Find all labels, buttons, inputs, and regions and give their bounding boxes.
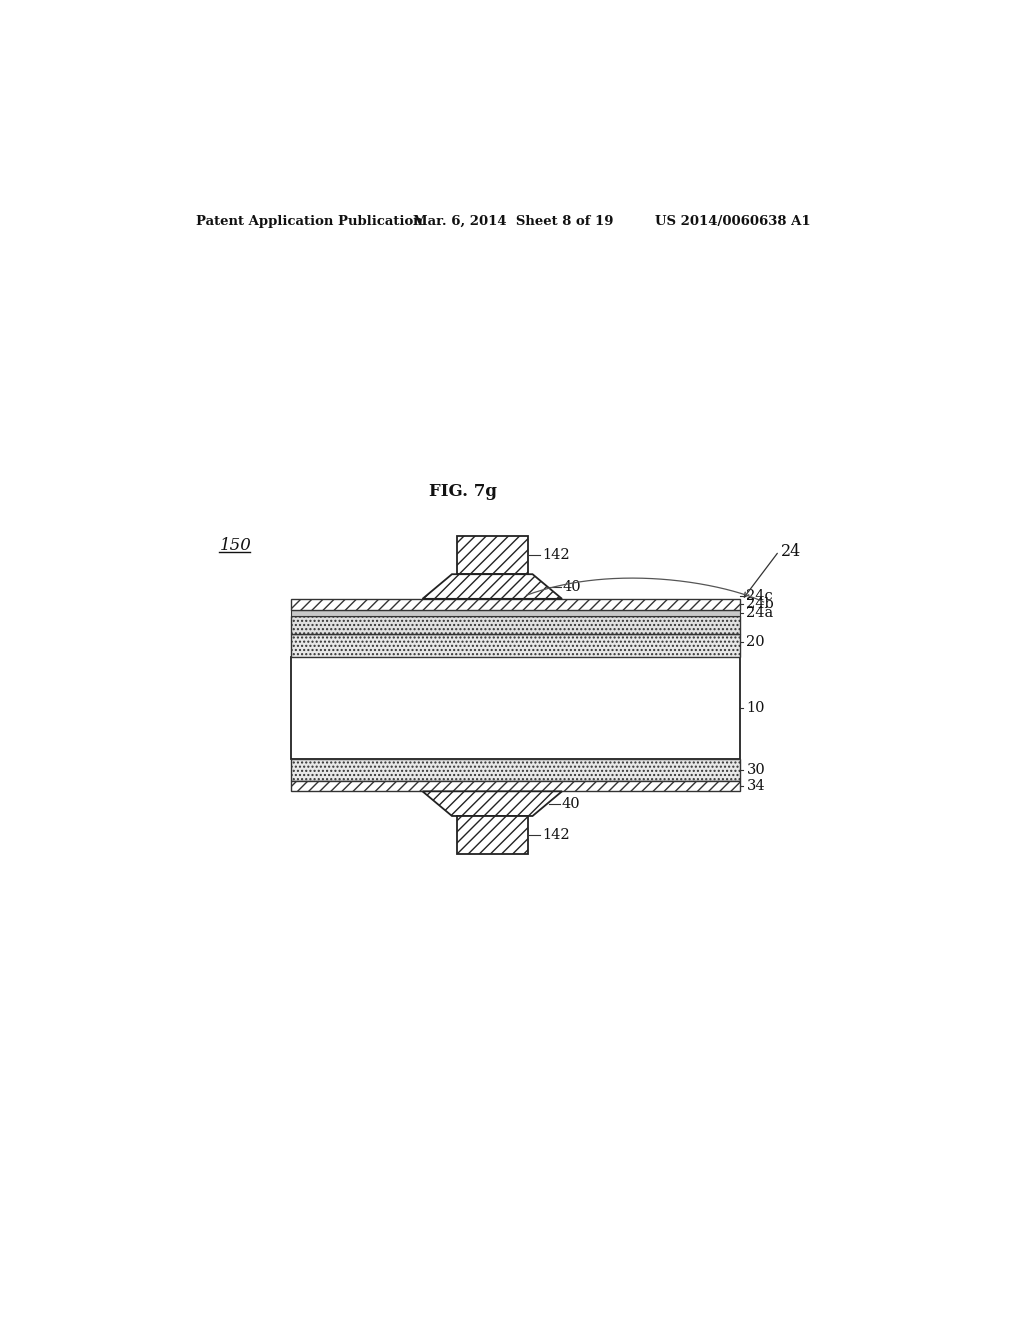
Text: 34: 34 <box>746 779 765 793</box>
Text: 24c: 24c <box>746 589 773 603</box>
Bar <box>291 759 740 780</box>
Text: 30: 30 <box>746 763 765 776</box>
Text: FIG. 7g: FIG. 7g <box>429 483 497 499</box>
Text: 150: 150 <box>219 537 251 554</box>
Bar <box>291 610 740 615</box>
Text: Patent Application Publication: Patent Application Publication <box>197 215 423 228</box>
Bar <box>291 635 740 657</box>
Text: 24: 24 <box>780 543 801 560</box>
Polygon shape <box>423 574 562 599</box>
Text: 24a: 24a <box>746 606 774 619</box>
Text: 40: 40 <box>563 579 582 594</box>
Text: 142: 142 <box>542 828 569 842</box>
Text: 24b: 24b <box>746 597 774 611</box>
Polygon shape <box>423 792 562 816</box>
Text: US 2014/0060638 A1: US 2014/0060638 A1 <box>655 215 811 228</box>
Text: 142: 142 <box>542 548 569 562</box>
Text: 20: 20 <box>746 635 765 649</box>
Text: 40: 40 <box>561 797 580 810</box>
Text: Mar. 6, 2014  Sheet 8 of 19: Mar. 6, 2014 Sheet 8 of 19 <box>414 215 613 228</box>
Bar <box>291 599 740 610</box>
Bar <box>291 615 740 635</box>
Bar <box>291 657 740 759</box>
Bar <box>291 780 740 792</box>
Text: 10: 10 <box>746 701 765 715</box>
Bar <box>457 816 528 854</box>
Bar <box>457 536 528 574</box>
